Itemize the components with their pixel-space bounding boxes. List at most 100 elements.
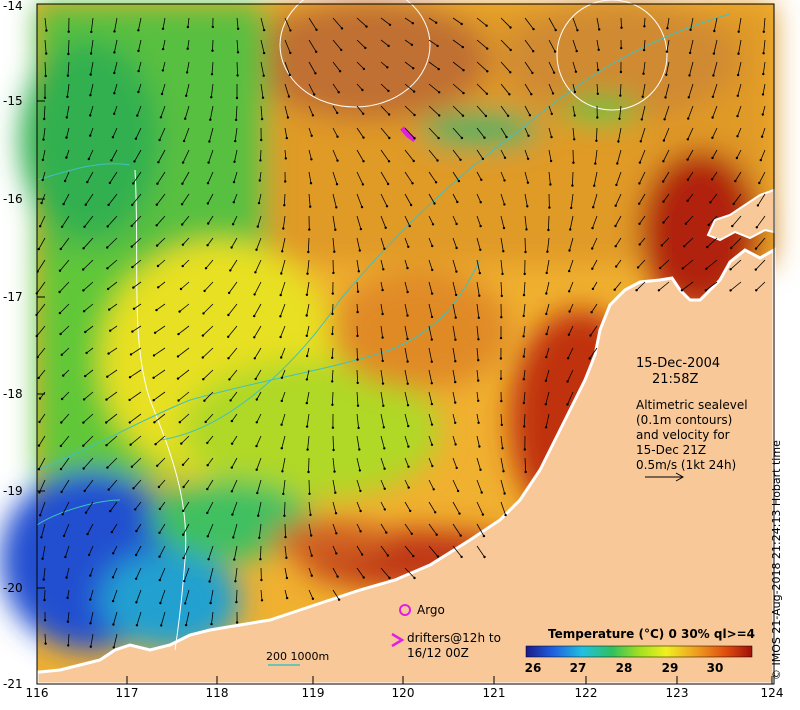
velocity-arrow [114, 39, 118, 53]
velocity-arrow-head [431, 244, 434, 248]
velocity-arrow-head [382, 426, 385, 429]
velocity-arrow-head [235, 621, 239, 624]
velocity-arrow [107, 281, 118, 290]
velocity-arrow-head [203, 289, 206, 293]
velocity-arrow-head [406, 404, 410, 407]
velocity-arrow-head [575, 49, 578, 53]
velocity-arrow-head [617, 140, 620, 143]
velocity-arrow [129, 391, 142, 401]
velocity-arrow-head [340, 27, 344, 30]
velocity-arrow [592, 281, 598, 290]
velocity-arrow-head [206, 202, 210, 205]
velocity-arrow [66, 149, 70, 158]
velocity-arrow [85, 193, 94, 205]
velocity-arrow-head [308, 492, 311, 495]
velocity-arrow [755, 281, 766, 291]
velocity-arrow-head [659, 266, 662, 270]
velocity-arrow-head [176, 355, 180, 358]
velocity-arrow-head [430, 443, 434, 446]
velocity-arrow [282, 457, 286, 472]
velocity-arrow [160, 105, 166, 118]
velocity-arrow-head [460, 555, 463, 559]
velocity-arrow [524, 457, 527, 473]
velocity-arrow [476, 413, 479, 423]
velocity-arrow [306, 391, 310, 404]
velocity-arrow-head [258, 179, 261, 182]
velocity-arrow [44, 39, 47, 54]
velocity-arrow [39, 501, 46, 516]
velocity-arrow-head [311, 114, 315, 117]
velocity-arrow [60, 237, 70, 250]
velocity-arrow [476, 149, 484, 160]
velocity-arrow-head [210, 96, 213, 99]
velocity-arrow [39, 479, 46, 493]
velocity-arrow-head [454, 316, 457, 319]
velocity-arrow [476, 281, 480, 296]
velocity-arrow [67, 611, 70, 622]
velocity-arrow [500, 17, 511, 28]
velocity-arrow [44, 17, 47, 31]
velocity-arrow-head [157, 485, 161, 489]
velocity-arrow-head [477, 338, 480, 341]
velocity-arrow-head [331, 292, 334, 295]
velocity-arrow [545, 347, 550, 358]
velocity-arrow [568, 281, 574, 292]
velocity-arrow [404, 501, 411, 512]
velocity-arrow [567, 369, 574, 382]
velocity-arrow [524, 149, 529, 159]
velocity-arrow [548, 215, 550, 231]
velocity-arrow [306, 281, 310, 295]
velocity-arrow-head [158, 555, 161, 558]
velocity-arrow [476, 127, 485, 138]
velocity-arrow [500, 237, 504, 252]
velocity-arrow [356, 523, 361, 532]
velocity-arrow [90, 61, 94, 75]
velocity-arrow [228, 281, 238, 294]
velocity-arrow [545, 369, 550, 381]
velocity-arrow-head [289, 29, 292, 32]
velocity-arrow-head [359, 509, 362, 513]
velocity-arrow-head [137, 29, 140, 32]
velocity-arrow [500, 127, 507, 138]
velocity-arrow [131, 237, 142, 247]
velocity-arrow-head [66, 95, 69, 99]
velocity-arrow-head [256, 225, 259, 228]
velocity-arrow-head [82, 247, 85, 250]
velocity-arrow-head [284, 157, 287, 160]
velocity-arrow [89, 567, 94, 576]
velocity-arrow [256, 479, 262, 494]
velocity-arrow [332, 435, 334, 451]
altimetry-text-5: 0.5m/s (1kt 24h) [636, 458, 737, 472]
velocity-arrow-head [38, 491, 41, 494]
velocity-arrow-head [704, 289, 707, 292]
velocity-arrows [35, 17, 766, 649]
velocity-arrow-head [689, 28, 692, 31]
velocity-arrow-head [596, 92, 599, 96]
velocity-arrow-head [227, 313, 230, 317]
velocity-arrow [111, 523, 118, 533]
velocity-arrow-head [67, 644, 70, 647]
velocity-arrow [182, 523, 190, 535]
velocity-arrow [202, 347, 214, 358]
velocity-arrow [687, 193, 694, 202]
velocity-arrow [452, 457, 458, 469]
velocity-arrow-head [614, 204, 617, 207]
velocity-arrow-head [499, 377, 503, 380]
velocity-arrow [235, 567, 238, 582]
x-tick: 117 [115, 686, 139, 700]
velocity-arrow-head [137, 69, 140, 73]
velocity-arrow-head [620, 46, 623, 50]
velocity-arrow [665, 61, 670, 75]
velocity-arrow-head [412, 159, 415, 163]
velocity-arrow-head [253, 357, 256, 360]
velocity-arrow [404, 83, 415, 92]
velocity-arrow [284, 83, 290, 97]
velocity-arrow-head [430, 402, 434, 406]
y-tick: -18 [3, 387, 23, 401]
velocity-arrow [260, 61, 265, 76]
velocity-arrow-head [230, 490, 234, 493]
velocity-arrow-head [59, 467, 63, 471]
velocity-arrow [713, 17, 718, 32]
drifter-legend-marker [391, 632, 405, 648]
velocity-arrow [428, 215, 434, 225]
